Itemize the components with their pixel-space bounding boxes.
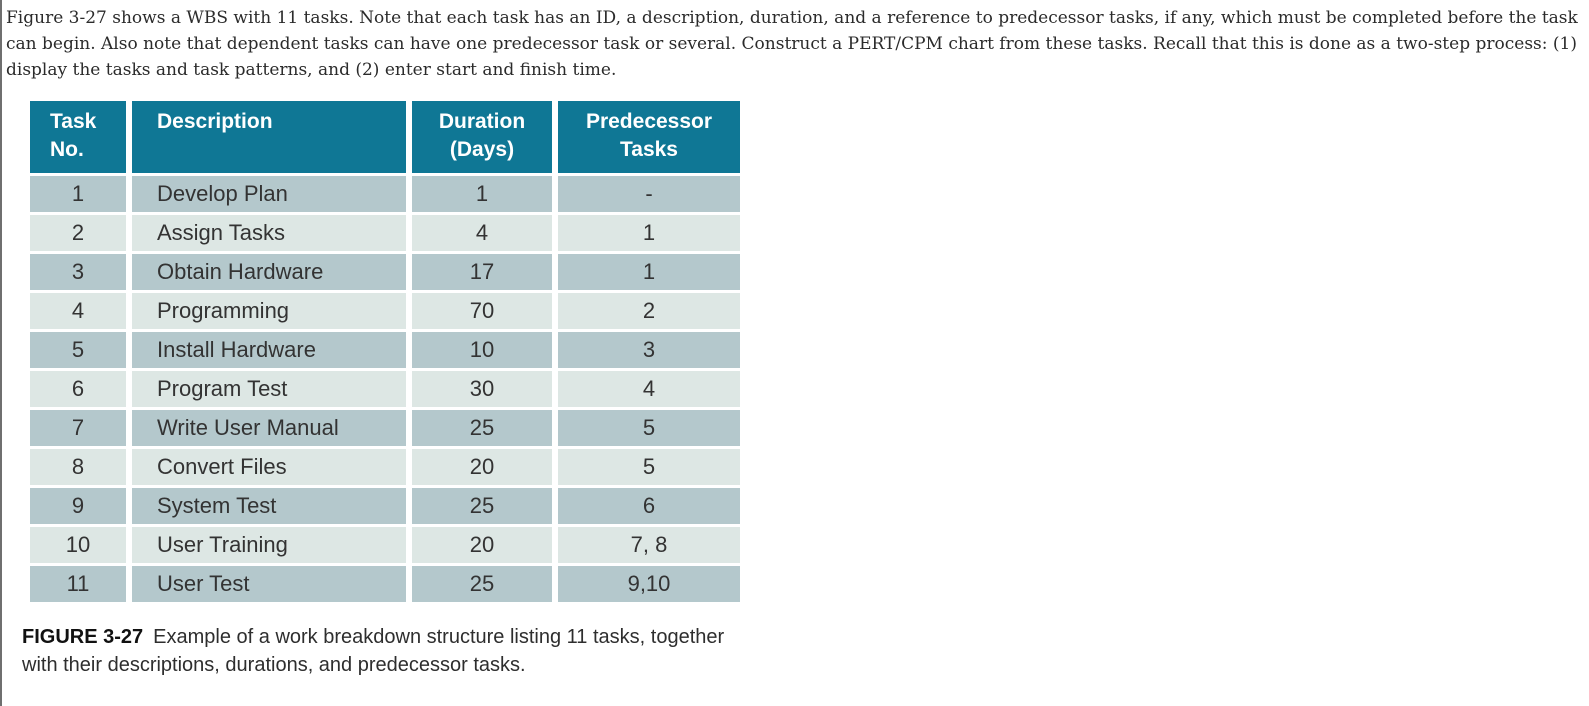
cell-predecessors: 5 [558, 449, 740, 485]
table-header-description: Description [132, 101, 406, 173]
cell-description: Assign Tasks [132, 215, 406, 251]
cell-predecessors: 7, 8 [558, 527, 740, 563]
cell-task-no: 10 [30, 527, 126, 563]
cell-duration: 70 [412, 293, 552, 329]
intro-paragraph: Figure 3-27 shows a WBS with 11 tasks. N… [6, 8, 1578, 80]
cell-description: Program Test [132, 371, 406, 407]
table-header-task-no: Task No. [30, 101, 126, 173]
header-line: Duration [438, 110, 526, 133]
header-line: Predecessor [585, 110, 713, 133]
cell-duration: 17 [412, 254, 552, 290]
figure-3-27: Task No. Description Duration (Days) Pre… [2, 101, 1589, 679]
cell-predecessors: 4 [558, 371, 740, 407]
cell-description: Programming [132, 293, 406, 329]
cell-predecessors: 5 [558, 410, 740, 446]
header-line: Task [50, 110, 97, 133]
cell-predecessors: - [558, 176, 740, 212]
cell-duration: 25 [412, 488, 552, 524]
header-line: Tasks [620, 138, 678, 161]
cell-task-no: 8 [30, 449, 126, 485]
cell-predecessors: 1 [558, 215, 740, 251]
cell-task-no: 1 [30, 176, 126, 212]
cell-description: Write User Manual [132, 410, 406, 446]
cell-task-no: 2 [30, 215, 126, 251]
cell-predecessors: 3 [558, 332, 740, 368]
cell-duration: 25 [412, 410, 552, 446]
header-line: No. [50, 138, 84, 161]
header-line: Description [157, 110, 273, 133]
wbs-table: Task No. Description Duration (Days) Pre… [30, 101, 740, 602]
cell-task-no: 9 [30, 488, 126, 524]
cell-task-no: 7 [30, 410, 126, 446]
cell-duration: 1 [412, 176, 552, 212]
cell-description: System Test [132, 488, 406, 524]
cell-description: User Training [132, 527, 406, 563]
cell-predecessors: 9,10 [558, 566, 740, 602]
figure-caption-label: FIGURE 3-27 [22, 626, 144, 648]
table-header-duration: Duration (Days) [412, 101, 552, 173]
cell-duration: 10 [412, 332, 552, 368]
cell-description: Install Hardware [132, 332, 406, 368]
cell-description: User Test [132, 566, 406, 602]
cell-task-no: 4 [30, 293, 126, 329]
cell-task-no: 3 [30, 254, 126, 290]
cell-task-no: 6 [30, 371, 126, 407]
cell-description: Obtain Hardware [132, 254, 406, 290]
cell-duration: 30 [412, 371, 552, 407]
figure-caption: FIGURE 3-27 Example of a work breakdown s… [22, 623, 746, 679]
cell-duration: 4 [412, 215, 552, 251]
figure-caption-text: Example of a work breakdown structure li… [22, 626, 725, 676]
header-line: (Days) [449, 138, 515, 161]
cell-duration: 20 [412, 449, 552, 485]
cell-task-no: 5 [30, 332, 126, 368]
cell-description: Convert Files [132, 449, 406, 485]
cell-description: Develop Plan [132, 176, 406, 212]
table-header-predecessor: Predecessor Tasks [558, 101, 740, 173]
cell-predecessors: 6 [558, 488, 740, 524]
cell-task-no: 11 [30, 566, 126, 602]
cell-predecessors: 2 [558, 293, 740, 329]
cell-duration: 25 [412, 566, 552, 602]
cell-duration: 20 [412, 527, 552, 563]
cell-predecessors: 1 [558, 254, 740, 290]
